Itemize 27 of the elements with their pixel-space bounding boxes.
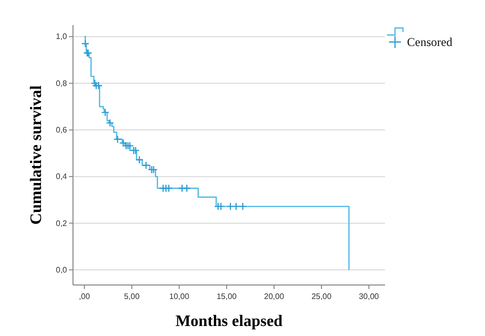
x-axis-title: Months elapsed: [175, 313, 283, 330]
point: [226, 202, 235, 211]
point: [81, 40, 90, 48]
point: [101, 108, 110, 117]
x-tick-label: 25,00: [311, 292, 332, 301]
x-tick-label: 5,00: [124, 292, 140, 301]
x-tick-label: 20,00: [264, 292, 285, 301]
y-tick-label: 0,4: [56, 172, 68, 182]
y-axis-title: Cumulative survival: [28, 84, 45, 225]
y-tick-label: 0,8: [56, 78, 68, 88]
point: [94, 82, 103, 90]
point: [178, 184, 186, 192]
x-tick-label: 30,00: [358, 292, 380, 301]
point: [232, 202, 240, 211]
point: [106, 118, 114, 128]
x-tick-label: 10,00: [169, 292, 190, 301]
legend-label: Censored: [407, 35, 452, 49]
point: [90, 79, 99, 88]
y-tick-label: 0,2: [56, 218, 68, 228]
point: [182, 184, 191, 192]
x-tick-label: ,00: [78, 292, 90, 301]
x-tick-label: 15,00: [216, 292, 238, 301]
y-tick-label: 0,6: [56, 125, 68, 134]
y-tick-label: 1,0: [56, 32, 68, 42]
y-tick-label: 0,0: [56, 265, 68, 274]
point: [238, 202, 247, 211]
point: [135, 156, 144, 164]
